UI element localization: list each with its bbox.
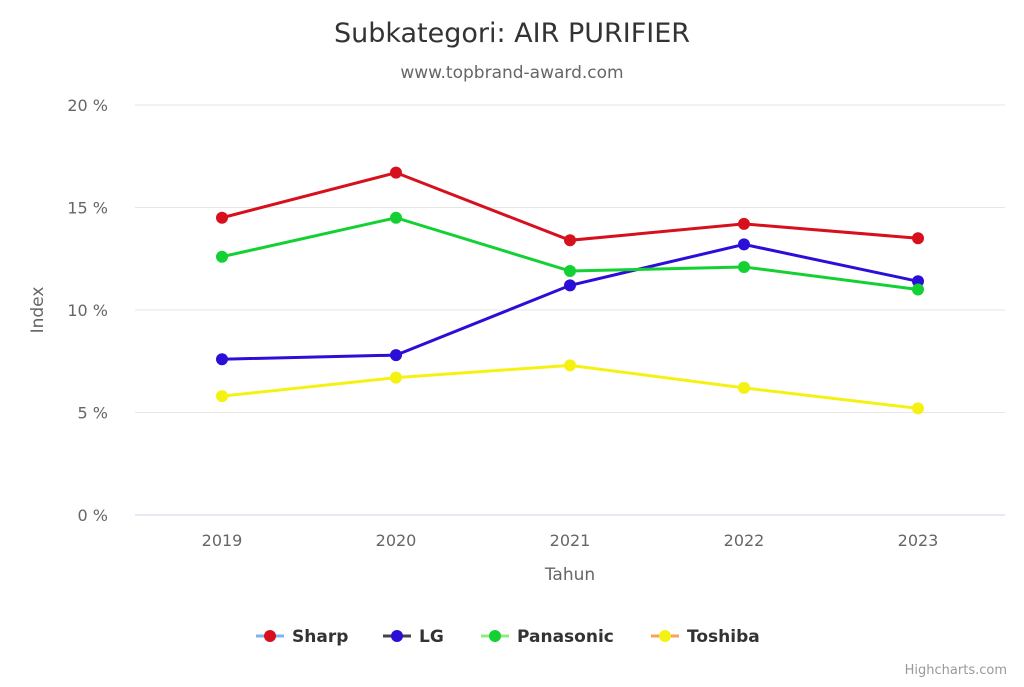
- series-sharp: [216, 166, 924, 247]
- data-point[interactable]: [738, 381, 750, 394]
- data-point[interactable]: [390, 371, 402, 384]
- data-point[interactable]: [390, 211, 402, 224]
- legend-label: Sharp: [292, 627, 348, 647]
- x-axis-ticks: 2019 2020 2021 2022 2023: [202, 531, 939, 550]
- legend-marker: [489, 630, 501, 642]
- legend-item-lg[interactable]: LG: [383, 627, 444, 647]
- legend-label: LG: [419, 627, 444, 647]
- chart-subtitle: www.topbrand-award.com: [400, 63, 623, 83]
- data-point[interactable]: [912, 402, 924, 415]
- data-point[interactable]: [216, 211, 228, 224]
- x-tick-label: 2021: [550, 531, 591, 550]
- x-tick-label: 2023: [898, 531, 939, 550]
- series-line: [221, 242, 919, 361]
- series-toshiba: [216, 359, 924, 415]
- chart-title: Subkategori: AIR PURIFIER: [334, 18, 690, 49]
- data-point[interactable]: [912, 275, 924, 288]
- y-tick-label: 5 %: [78, 404, 108, 423]
- series-line: [221, 363, 919, 410]
- gridlines: [135, 104, 1005, 516]
- legend-marker: [264, 630, 276, 642]
- y-tick-label: 0 %: [78, 506, 108, 525]
- data-point[interactable]: [216, 250, 228, 263]
- legend-label: Toshiba: [687, 627, 760, 647]
- data-point[interactable]: [564, 265, 576, 278]
- x-tick-label: 2019: [202, 531, 243, 550]
- series-group: [216, 166, 924, 415]
- x-tick-label: 2022: [724, 531, 765, 550]
- legend[interactable]: Sharp LG Panasonic Toshiba: [256, 627, 760, 647]
- y-axis-label: Index: [28, 287, 48, 334]
- data-point[interactable]: [564, 359, 576, 372]
- series-panasonic: [216, 211, 924, 296]
- data-point[interactable]: [738, 260, 750, 273]
- data-point[interactable]: [912, 283, 924, 296]
- data-point[interactable]: [216, 353, 228, 366]
- data-point[interactable]: [390, 349, 402, 362]
- x-axis-label: Tahun: [544, 565, 595, 585]
- legend-label: Panasonic: [517, 627, 614, 647]
- y-axis-ticks: 0 % 5 % 10 % 15 % 20 %: [67, 96, 108, 525]
- data-point[interactable]: [390, 166, 402, 179]
- y-tick-label: 15 %: [67, 199, 108, 218]
- series-lg: [216, 238, 924, 366]
- data-point[interactable]: [738, 217, 750, 230]
- data-point[interactable]: [564, 279, 576, 292]
- series-line: [221, 171, 919, 242]
- y-tick-label: 20 %: [67, 96, 108, 115]
- x-tick-label: 2020: [376, 531, 417, 550]
- legend-item-sharp[interactable]: Sharp: [256, 627, 348, 647]
- legend-item-panasonic[interactable]: Panasonic: [481, 627, 614, 647]
- data-point[interactable]: [738, 238, 750, 251]
- legend-item-toshiba[interactable]: Toshiba: [651, 627, 760, 647]
- y-tick-label: 10 %: [67, 301, 108, 320]
- data-point[interactable]: [912, 232, 924, 245]
- data-point[interactable]: [216, 390, 228, 403]
- legend-marker: [391, 630, 403, 642]
- data-point[interactable]: [564, 234, 576, 247]
- credits-link[interactable]: Highcharts.com: [905, 663, 1007, 678]
- legend-marker: [659, 630, 671, 642]
